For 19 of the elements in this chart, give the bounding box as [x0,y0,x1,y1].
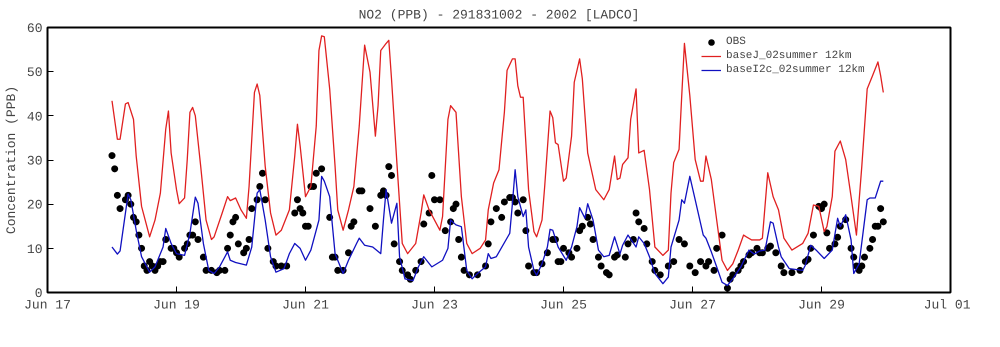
y-tick-label: 60 [26,21,43,36]
y-tick-label: 10 [26,242,43,257]
x-tick-label: Jun 27 [669,298,716,312]
legend-label: baseJ_02summer 12km [726,49,852,63]
x-tick-label: Jun 29 [798,298,845,312]
legend-label: baseI2c_02summer 12km [726,63,865,77]
legend-label: OBS [726,35,746,49]
x-tick-label: Jun 21 [282,298,330,312]
x-tick-label: Jun 23 [411,298,458,312]
x-tick-label: Jul 01 [924,298,971,312]
y-axis-title: Concentration (PPB) [4,86,19,234]
line-series [111,35,884,272]
x-tick-label: Jun 25 [540,298,587,312]
y-tick-label: 50 [26,65,43,80]
y-tick-label: 40 [26,109,43,124]
chart-title: NO2 (PPB) - 291831002 - 2002 [LADCO] [358,8,640,22]
y-tick-label: 30 [26,154,43,168]
y-tick-label: 20 [26,198,43,213]
x-tick-label: Jun 19 [153,298,200,312]
